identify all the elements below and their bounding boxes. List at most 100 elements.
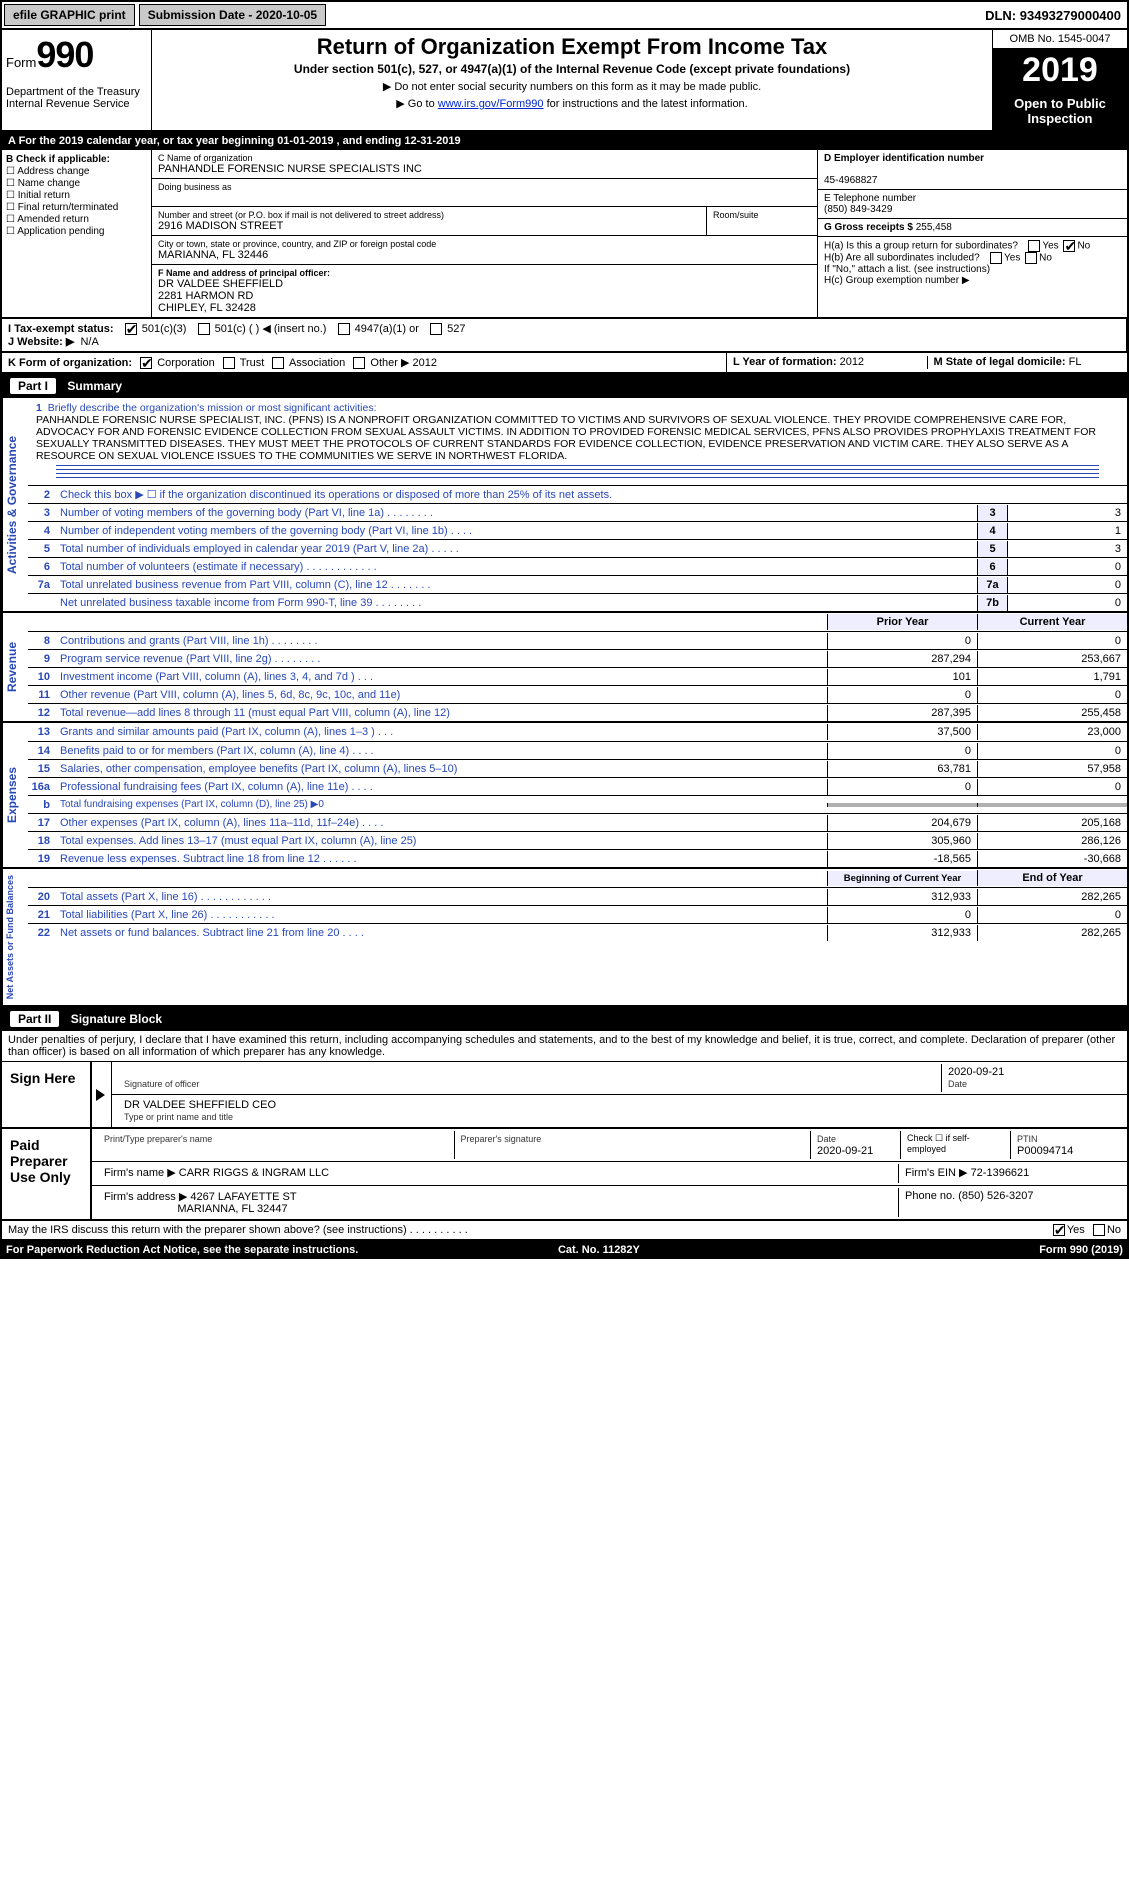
cy-shade [977, 803, 1127, 807]
chk-label: Initial return [18, 190, 70, 201]
ln: 3 [28, 507, 56, 519]
chk-trust[interactable] [223, 357, 235, 369]
lt: Revenue less expenses. Subtract line 18 … [56, 851, 827, 867]
officer-label: F Name and address of principal officer: [158, 268, 811, 278]
lt: Check this box ▶ ☐ if the organization d… [56, 486, 1127, 503]
officer-addr1: 2281 HARMON RD [158, 290, 811, 302]
summary-expenses: Expenses 13Grants and similar amounts pa… [0, 723, 1129, 869]
chk-corporation[interactable] [140, 357, 152, 369]
discuss-answers: Yes No [1051, 1224, 1121, 1236]
line-5: 5Total number of individuals employed in… [28, 539, 1127, 557]
caret-icon [96, 1089, 105, 1101]
line-18: 18Total expenses. Add lines 13–17 (must … [28, 831, 1127, 849]
cell-street: Number and street (or P.O. box if mail i… [152, 207, 707, 236]
irs-link[interactable]: www.irs.gov/Form990 [438, 98, 544, 110]
dln-label: DLN: [985, 8, 1020, 23]
cell-ein: D Employer identification number 45-4968… [818, 150, 1127, 190]
discuss-no-checkbox[interactable] [1093, 1224, 1105, 1236]
ptin-lbl: PTIN [1017, 1134, 1038, 1144]
chk-application-pending[interactable]: ☐ Application pending [6, 226, 147, 237]
chk-address-change[interactable]: ☐ Address change [6, 166, 147, 177]
opt-corp: Corporation [157, 357, 214, 369]
header-mid: Return of Organization Exempt From Incom… [152, 30, 992, 130]
ln: 6 [28, 561, 56, 573]
cy: 0 [977, 907, 1127, 923]
cy: 0 [977, 687, 1127, 703]
lt: Total unrelated business revenue from Pa… [56, 577, 977, 593]
py: 0 [827, 687, 977, 703]
row-a-tax-year: A For the 2019 calendar year, or tax yea… [0, 132, 1129, 150]
form-footer: Form 990 (2019) [1039, 1244, 1123, 1256]
submission-label: Submission Date - [148, 8, 256, 22]
cell-dba: Doing business as [152, 179, 817, 207]
line-12: 12Total revenue—add lines 8 through 11 (… [28, 703, 1127, 721]
cell-h-group: H(a) Is this a group return for subordin… [818, 237, 1127, 289]
chk-initial-return[interactable]: ☐ Initial return [6, 190, 147, 201]
na-body: Beginning of Current YearEnd of Year 20T… [28, 869, 1127, 1005]
chk-label: Application pending [17, 226, 104, 237]
chk-name-change[interactable]: ☐ Name change [6, 178, 147, 189]
chk-label: Name change [18, 178, 80, 189]
line-2: 2Check this box ▶ ☐ if the organization … [28, 485, 1127, 503]
discuss-question: May the IRS discuss this return with the… [8, 1224, 468, 1236]
ha-yes-checkbox[interactable] [1028, 240, 1040, 252]
hb-yes-checkbox[interactable] [990, 252, 1002, 264]
ha-text: H(a) Is this a group return for subordin… [824, 241, 1018, 252]
gross-value: 255,458 [916, 222, 952, 233]
row-i: I Tax-exempt status: 501(c)(3) 501(c) ( … [2, 319, 1127, 351]
firm-addr2: MARIANNA, FL 32447 [177, 1203, 287, 1215]
chk-amended[interactable]: ☐ Amended return [6, 214, 147, 225]
org-name-label: C Name of organization [158, 153, 811, 163]
chk-label: Amended return [17, 214, 89, 225]
prep-firm-name-row: Firm's name ▶ CARR RIGGS & INGRAM LLC Fi… [92, 1162, 1127, 1186]
firm-addr-cell: Firm's address ▶ 4267 LAFAYETTE ST MARIA… [98, 1188, 899, 1217]
sign-here-row: Sign Here Signature of officer 2020-09-2… [2, 1062, 1127, 1129]
lt [56, 620, 827, 624]
chk-501c[interactable] [198, 323, 210, 335]
prep-h1: Print/Type preparer's name [98, 1131, 455, 1159]
lbox: 3 [977, 505, 1007, 521]
street-label: Number and street (or P.O. box if mail i… [158, 210, 700, 220]
city-label: City or town, state or province, country… [158, 239, 811, 249]
form-number: Form990 [6, 34, 147, 76]
dln: DLN: 93493279000400 [985, 8, 1127, 23]
prep-h2: Preparer's signature [455, 1131, 812, 1159]
chk-4947[interactable] [338, 323, 350, 335]
hb-question: H(b) Are all subordinates included? Yes … [824, 252, 1121, 264]
goto-suffix: for instructions and the latest informat… [544, 98, 748, 110]
line-7a: 7aTotal unrelated business revenue from … [28, 575, 1127, 593]
lt: Benefits paid to or for members (Part IX… [56, 743, 827, 759]
chk-association[interactable] [272, 357, 284, 369]
chk-other[interactable] [353, 357, 365, 369]
py: 0 [827, 779, 977, 795]
tax-year: 2019 [993, 49, 1127, 92]
hdr-current-year: Current Year [977, 614, 1127, 630]
vtab-activities: Activities & Governance [2, 398, 28, 611]
cy: 253,667 [977, 651, 1127, 667]
line-1-num: 1 [36, 402, 42, 414]
yes-label: Yes [1067, 1224, 1085, 1236]
firm-addr1: 4267 LAFAYETTE ST [190, 1191, 296, 1203]
py: 204,679 [827, 815, 977, 831]
py: 37,500 [827, 724, 977, 740]
summary-activities-governance: Activities & Governance 1 Briefly descri… [0, 398, 1129, 613]
cell-org-name: C Name of organization PANHANDLE FORENSI… [152, 150, 817, 179]
part2-title: Signature Block [71, 1012, 162, 1026]
ha-no-checkbox[interactable] [1063, 240, 1075, 252]
exp-body: 13Grants and similar amounts paid (Part … [28, 723, 1127, 867]
cy: 0 [977, 779, 1127, 795]
sig-name: DR VALDEE SHEFFIELD CEO [124, 1099, 276, 1111]
chk-final-return[interactable]: ☐ Final return/terminated [6, 202, 147, 213]
lbox: 4 [977, 523, 1007, 539]
chk-527[interactable] [430, 323, 442, 335]
py: 0 [827, 743, 977, 759]
efile-print-button[interactable]: efile GRAPHIC print [4, 4, 135, 26]
form-num: 990 [36, 34, 93, 75]
ln: 15 [28, 763, 56, 775]
chk-501c3[interactable] [125, 323, 137, 335]
py: 0 [827, 633, 977, 649]
hb-no-checkbox[interactable] [1025, 252, 1037, 264]
cy: 0 [977, 633, 1127, 649]
discuss-yes-checkbox[interactable] [1053, 1224, 1065, 1236]
yes-label: Yes [1042, 241, 1058, 252]
